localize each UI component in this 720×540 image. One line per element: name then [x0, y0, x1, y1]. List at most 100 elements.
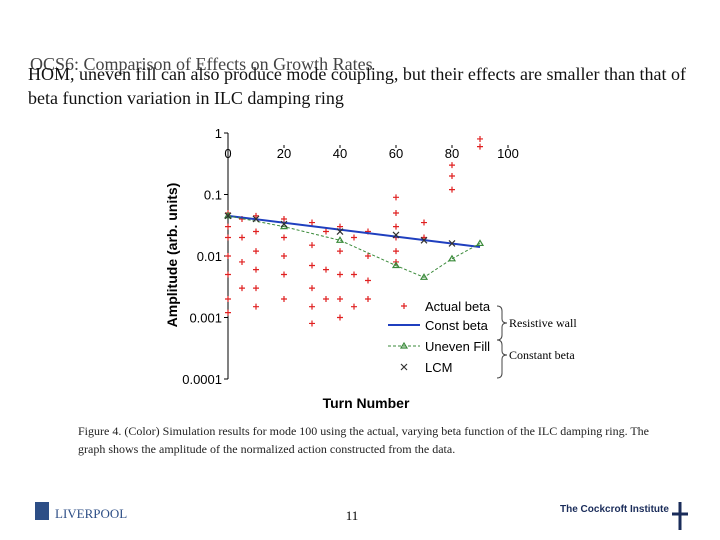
logo-right: The Cockcroft Institute [560, 504, 669, 515]
point [239, 234, 245, 241]
point [393, 248, 399, 255]
point [337, 271, 343, 278]
point [449, 186, 455, 193]
point [281, 295, 287, 302]
caption-box: Figure 4. (Color) Simulation results for… [78, 424, 650, 456]
x-tick-label: 60 [389, 146, 403, 161]
point [323, 295, 329, 302]
point [253, 228, 259, 235]
point [252, 215, 260, 223]
point [336, 228, 344, 235]
x-tick-label: 20 [277, 146, 291, 161]
point [225, 253, 231, 259]
point [449, 172, 455, 179]
point [309, 242, 315, 249]
point [225, 234, 231, 241]
point [393, 210, 399, 217]
point [309, 219, 315, 226]
y-tick-label: 0.1 [204, 188, 222, 203]
y-axis-label: Amplitude (arb. units) [164, 183, 180, 328]
legend-braces [496, 305, 508, 379]
point [281, 215, 287, 222]
point [351, 271, 357, 278]
point [335, 236, 345, 243]
point [253, 285, 259, 292]
annotation: Constant beta [509, 348, 575, 362]
liverpool-crest [35, 502, 49, 520]
x-axis-label: Turn Number [323, 395, 410, 411]
point [225, 223, 231, 230]
point [225, 271, 231, 278]
point [399, 341, 409, 349]
legend-label: Const beta [425, 318, 489, 333]
point [365, 295, 371, 302]
point [280, 220, 288, 228]
point [225, 295, 231, 302]
x-tick-label: 40 [333, 146, 347, 161]
legend-label: Uneven Fill [425, 339, 490, 354]
point [239, 285, 245, 292]
point [223, 211, 233, 219]
point [281, 234, 287, 241]
point [365, 253, 371, 259]
point [337, 314, 343, 321]
point [365, 277, 371, 284]
point [224, 212, 232, 220]
point [253, 266, 259, 273]
logo-left: LIVERPOOL [55, 506, 127, 521]
slide-title: OCS6: Comparison of Effects on Growth Ra… [30, 54, 373, 74]
point [393, 194, 399, 201]
point [449, 162, 455, 169]
y-tick-label: 0.0001 [182, 372, 222, 387]
point [401, 303, 407, 309]
y-tick-label: 0.001 [189, 311, 222, 326]
legend-label: Actual beta [425, 299, 491, 314]
point [253, 212, 259, 219]
point [400, 363, 408, 371]
point [421, 219, 427, 226]
point [392, 231, 400, 239]
y-tick-label: 0.01 [197, 249, 222, 264]
series-line [227, 215, 481, 278]
x-tick-label: 0 [224, 146, 231, 161]
subtitle-box: HOM, uneven fill can also produce mode c… [28, 64, 686, 108]
point [477, 143, 483, 150]
point [351, 234, 357, 241]
point [281, 253, 287, 259]
page-number: 11 [346, 508, 359, 523]
point [351, 303, 357, 310]
point [281, 271, 287, 278]
point [309, 285, 315, 292]
y-tick-label: 1 [215, 126, 222, 141]
point [323, 266, 329, 273]
logo-icon [672, 502, 688, 530]
x-tick-label: 80 [445, 146, 459, 161]
point [419, 273, 429, 280]
point [323, 228, 329, 235]
chart: 0.0001 0.001 0.01 0.1 10 20 40 60 80 100 Amplitude… [164, 126, 577, 411]
slide-subtitle: HOM, uneven fill can also produce mode c… [28, 64, 686, 108]
point [337, 223, 343, 230]
figure-caption: Figure 4. (Color) Simulation results for… [78, 424, 650, 456]
point [253, 248, 259, 255]
point [239, 258, 245, 265]
point [337, 248, 343, 255]
point [475, 239, 485, 247]
point [420, 236, 428, 244]
point [448, 240, 456, 247]
point [337, 295, 343, 302]
point [393, 223, 399, 230]
annotation: Resistive wall [509, 316, 577, 330]
legend-label: LCM [425, 360, 452, 375]
point [253, 303, 259, 310]
point [309, 303, 315, 310]
point [477, 135, 483, 142]
point [225, 309, 231, 316]
point [447, 254, 457, 262]
point [309, 320, 315, 327]
series-line [227, 214, 481, 249]
point [391, 261, 401, 269]
x-tick-label: 100 [497, 146, 519, 161]
point [309, 262, 315, 269]
